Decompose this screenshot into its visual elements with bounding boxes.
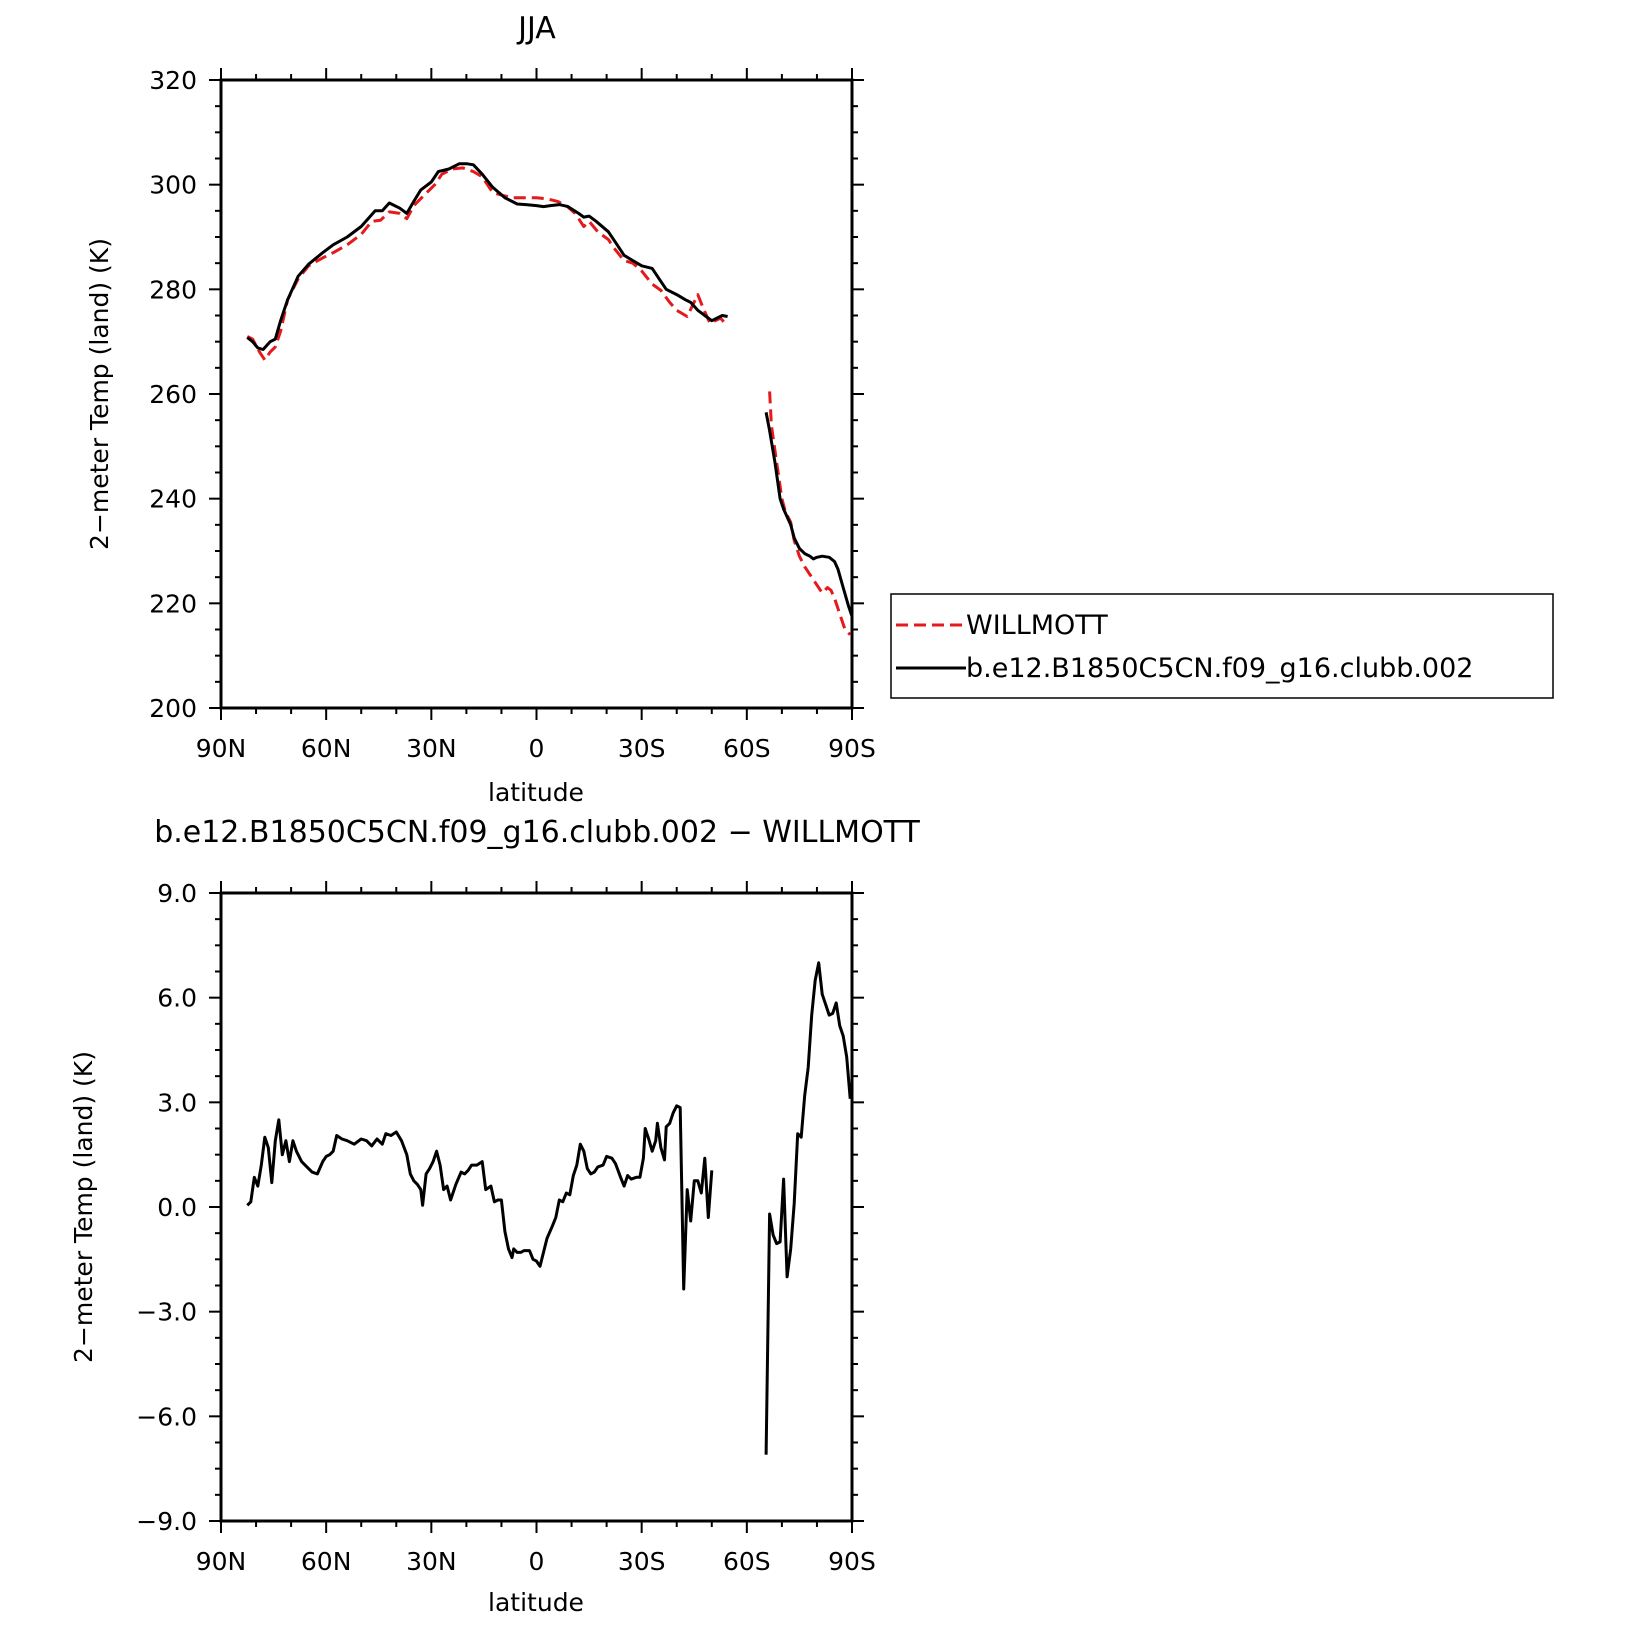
legend-label-willmott: WILLMOTT xyxy=(966,610,1108,641)
bottom-series-difference-segment-0 xyxy=(246,1104,714,1291)
top-y-axis-label: 2−meter Temp (land) (K) xyxy=(85,238,114,550)
bottom-series-lines xyxy=(246,961,852,1455)
bottom-y-tick-label: 9.0 xyxy=(157,879,197,908)
top-axis-ticks: 90N 60N 30N 0 30S 60S 90S 200 220 240 260 280 300 320 xyxy=(149,66,876,763)
top-series-lines xyxy=(246,162,854,636)
top-x-axis-label: latitude xyxy=(488,778,584,807)
top-x-tick-label: 60N xyxy=(301,734,352,763)
bottom-y-tick-label: −3.0 xyxy=(136,1298,197,1327)
top-y-tick-label: 300 xyxy=(149,171,197,200)
top-y-tick-label: 260 xyxy=(149,380,197,409)
bottom-x-tick-label: 0 xyxy=(529,1547,545,1576)
bottom-x-tick-label: 30S xyxy=(618,1547,666,1576)
legend-label-model: b.e12.B1850C5CN.f09_g16.clubb.002 xyxy=(966,653,1473,684)
top-x-tick-label: 30N xyxy=(406,734,457,763)
top-y-tick-label: 200 xyxy=(149,694,197,723)
top-x-tick-label: 0 xyxy=(529,734,545,763)
top-x-tick-label: 90N xyxy=(196,734,247,763)
bottom-y-tick-label: 3.0 xyxy=(157,1088,197,1117)
top-y-tick-label: 240 xyxy=(149,485,197,514)
bottom-x-axis-label: latitude xyxy=(488,1588,584,1617)
bottom-x-tick-label: 30N xyxy=(406,1547,457,1576)
top-x-tick-label: 30S xyxy=(618,734,666,763)
bottom-x-tick-label: 60N xyxy=(301,1547,352,1576)
bottom-x-tick-label: 90N xyxy=(196,1547,247,1576)
top-x-tick-label: 90S xyxy=(828,734,876,763)
top-panel: JJA 90N 60N 30N 0 30S 60S 90S 200 220 240 260 280 30… xyxy=(85,11,1554,807)
bottom-y-tick-label: 6.0 xyxy=(157,984,197,1013)
top-series-b-e12-b1850c5cn-f09-g16-clubb-002-segment-1 xyxy=(764,412,854,617)
bottom-panel: b.e12.B1850C5CN.f09_g16.clubb.002 − WILL… xyxy=(69,815,920,1617)
top-x-tick-label: 60S xyxy=(723,734,771,763)
bottom-series-difference-segment-1 xyxy=(764,961,852,1455)
top-series-b-e12-b1850c5cn-f09-g16-clubb-002-segment-0 xyxy=(246,162,728,351)
top-y-tick-label: 220 xyxy=(149,589,197,618)
top-y-tick-label: 320 xyxy=(149,66,197,95)
top-series-willmott-segment-0 xyxy=(246,166,729,362)
legend-box xyxy=(890,593,1554,699)
bottom-y-tick-label: −9.0 xyxy=(136,1507,197,1536)
legend: WILLMOTT b.e12.B1850C5CN.f09_g16.clubb.0… xyxy=(890,593,1554,699)
bottom-x-tick-label: 90S xyxy=(828,1547,876,1576)
bottom-axis-ticks: 90N 60N 30N 0 30S 60S 90S −9.0 −6.0 −3.0 0.0 3.0 6.0… xyxy=(136,879,876,1576)
bottom-y-axis-label: 2−meter Temp (land) (K) xyxy=(69,1051,98,1363)
top-plot-frame xyxy=(219,78,854,710)
bottom-chart-title: b.e12.B1850C5CN.f09_g16.clubb.002 − WILL… xyxy=(154,815,920,850)
bottom-x-tick-label: 60S xyxy=(723,1547,771,1576)
top-chart-title: JJA xyxy=(516,11,556,46)
bottom-y-tick-label: −6.0 xyxy=(136,1402,197,1431)
top-series-willmott-segment-1 xyxy=(768,391,852,636)
bottom-plot-frame xyxy=(219,891,854,1523)
bottom-y-tick-label: 0.0 xyxy=(157,1193,197,1222)
top-y-tick-label: 280 xyxy=(149,275,197,304)
